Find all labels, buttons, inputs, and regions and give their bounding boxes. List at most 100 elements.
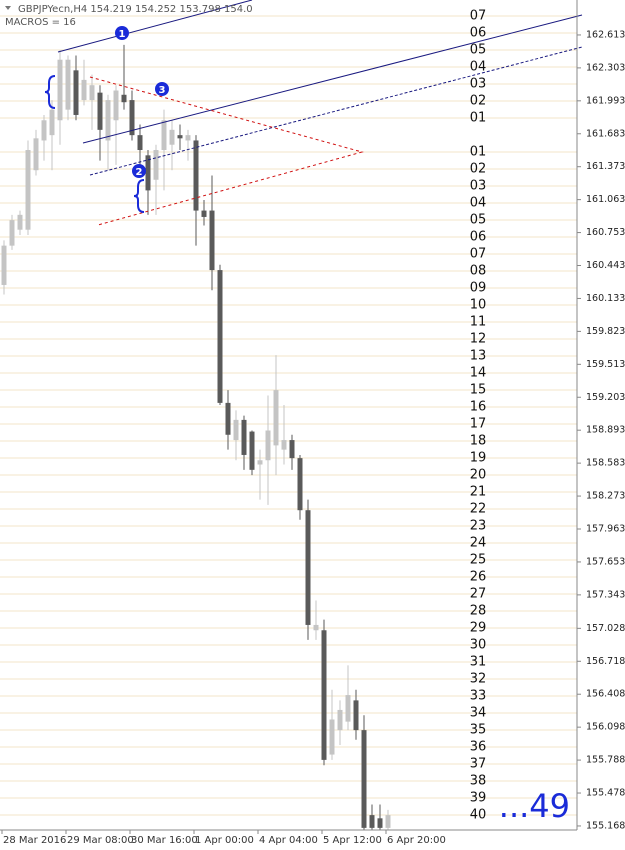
marker-circle	[132, 164, 146, 178]
candle-body	[25, 150, 31, 230]
candle-body	[113, 90, 119, 121]
candle-body	[305, 510, 311, 625]
candle-body	[161, 120, 167, 151]
level-label: 38	[470, 774, 487, 789]
y-tick-label: 155.168	[586, 820, 625, 831]
y-tick-label: 159.513	[586, 359, 625, 370]
y-tick-label: 156.408	[586, 689, 625, 700]
y-tick-label: 156.718	[586, 656, 625, 667]
level-label: 06	[470, 26, 487, 41]
level-label: 31	[470, 655, 487, 670]
candle-body	[65, 59, 71, 110]
y-tick-label: 160.133	[586, 293, 625, 304]
level-label: 06	[470, 230, 487, 245]
level-label: 36	[470, 740, 487, 755]
channel-line	[57, 0, 253, 53]
level-label: 03	[470, 77, 487, 92]
level-label: 21	[470, 485, 487, 500]
candle-body	[41, 120, 47, 141]
candle-body	[297, 458, 303, 511]
y-tick-label: 157.343	[586, 589, 625, 600]
candle-body	[201, 210, 207, 217]
level-label: 09	[470, 281, 487, 296]
candle-body	[385, 815, 391, 828]
level-label: 35	[470, 723, 487, 738]
level-label: 05	[470, 213, 487, 228]
level-label: 04	[470, 60, 487, 75]
candle-body	[233, 419, 239, 441]
level-label: 07	[470, 9, 487, 24]
x-tick-label: 4 Apr 04:00	[259, 835, 318, 846]
candle-body	[353, 700, 359, 731]
candle-body	[57, 59, 63, 121]
candle-body	[329, 719, 335, 755]
level-label: 19	[470, 451, 487, 466]
candle-body	[361, 730, 367, 828]
x-tick-label: 28 Mar 2016	[3, 835, 66, 846]
x-tick-label: 29 Mar 08:00	[67, 835, 134, 846]
collapse-arrow	[5, 6, 11, 10]
level-label: 14	[470, 366, 487, 381]
level-label: 37	[470, 757, 487, 772]
candle-body	[273, 390, 279, 446]
level-label: 27	[470, 587, 487, 602]
candle-body	[209, 210, 215, 271]
y-tick-label: 160.753	[586, 227, 625, 238]
candle-body	[345, 695, 351, 722]
level-label: 13	[470, 349, 487, 364]
candle-body	[177, 135, 183, 139]
triangle-lines	[89, 76, 364, 226]
candle-body	[73, 70, 79, 115]
candle-body	[153, 150, 159, 180]
marker-circle	[155, 82, 169, 96]
level-label: 01	[470, 111, 487, 126]
y-tick-label: 161.373	[586, 161, 625, 172]
level-label: 07	[470, 247, 487, 262]
chart-subtitle: MACROS = 16	[5, 17, 76, 28]
level-label: 18	[470, 434, 487, 449]
y-tick-label: 157.653	[586, 556, 625, 567]
x-tick-label: 1 Apr 00:00	[195, 835, 254, 846]
y-tick-label: 158.583	[586, 458, 625, 469]
candle-body	[241, 419, 247, 455]
marker-label: 1	[119, 29, 126, 40]
x-tick-label: 30 Mar 16:00	[131, 835, 198, 846]
marker-label: 3	[159, 85, 166, 96]
y-tick-label: 158.893	[586, 425, 625, 436]
candle-body	[257, 460, 263, 465]
y-tick-label: 156.098	[586, 722, 625, 733]
candle-body	[265, 430, 271, 461]
y-tick-label: 161.063	[586, 194, 625, 205]
candle-body	[193, 140, 199, 211]
level-label: 04	[470, 196, 487, 211]
candle-body	[121, 94, 127, 103]
candle-body	[81, 79, 87, 101]
y-tick-label: 161.993	[586, 95, 625, 106]
level-label: 40	[470, 808, 487, 823]
marker-label: 2	[136, 167, 143, 178]
candle-body	[217, 270, 223, 403]
candle-body	[17, 214, 23, 230]
brace	[133, 179, 145, 213]
level-label: 23	[470, 519, 487, 534]
level-label: 32	[470, 672, 487, 687]
brace	[44, 75, 56, 109]
level-label: 15	[470, 383, 487, 398]
level-label: 08	[470, 264, 487, 279]
candle-body	[321, 630, 327, 760]
chart-title: GBPJPYecn,H4 154.219 154.252 153.798 154…	[18, 4, 253, 15]
marker-circle	[115, 26, 129, 40]
x-tick-label: 5 Apr 12:00	[323, 835, 382, 846]
candle-body	[225, 402, 231, 435]
candle-body	[313, 624, 319, 631]
candle-body	[97, 92, 103, 130]
candle-body	[281, 440, 287, 450]
level-label: 03	[470, 179, 487, 194]
level-label: 29	[470, 621, 487, 636]
candle-body	[9, 220, 15, 246]
candle-body	[1, 245, 7, 285]
level-label: 34	[470, 706, 487, 721]
level-label: 16	[470, 400, 487, 415]
